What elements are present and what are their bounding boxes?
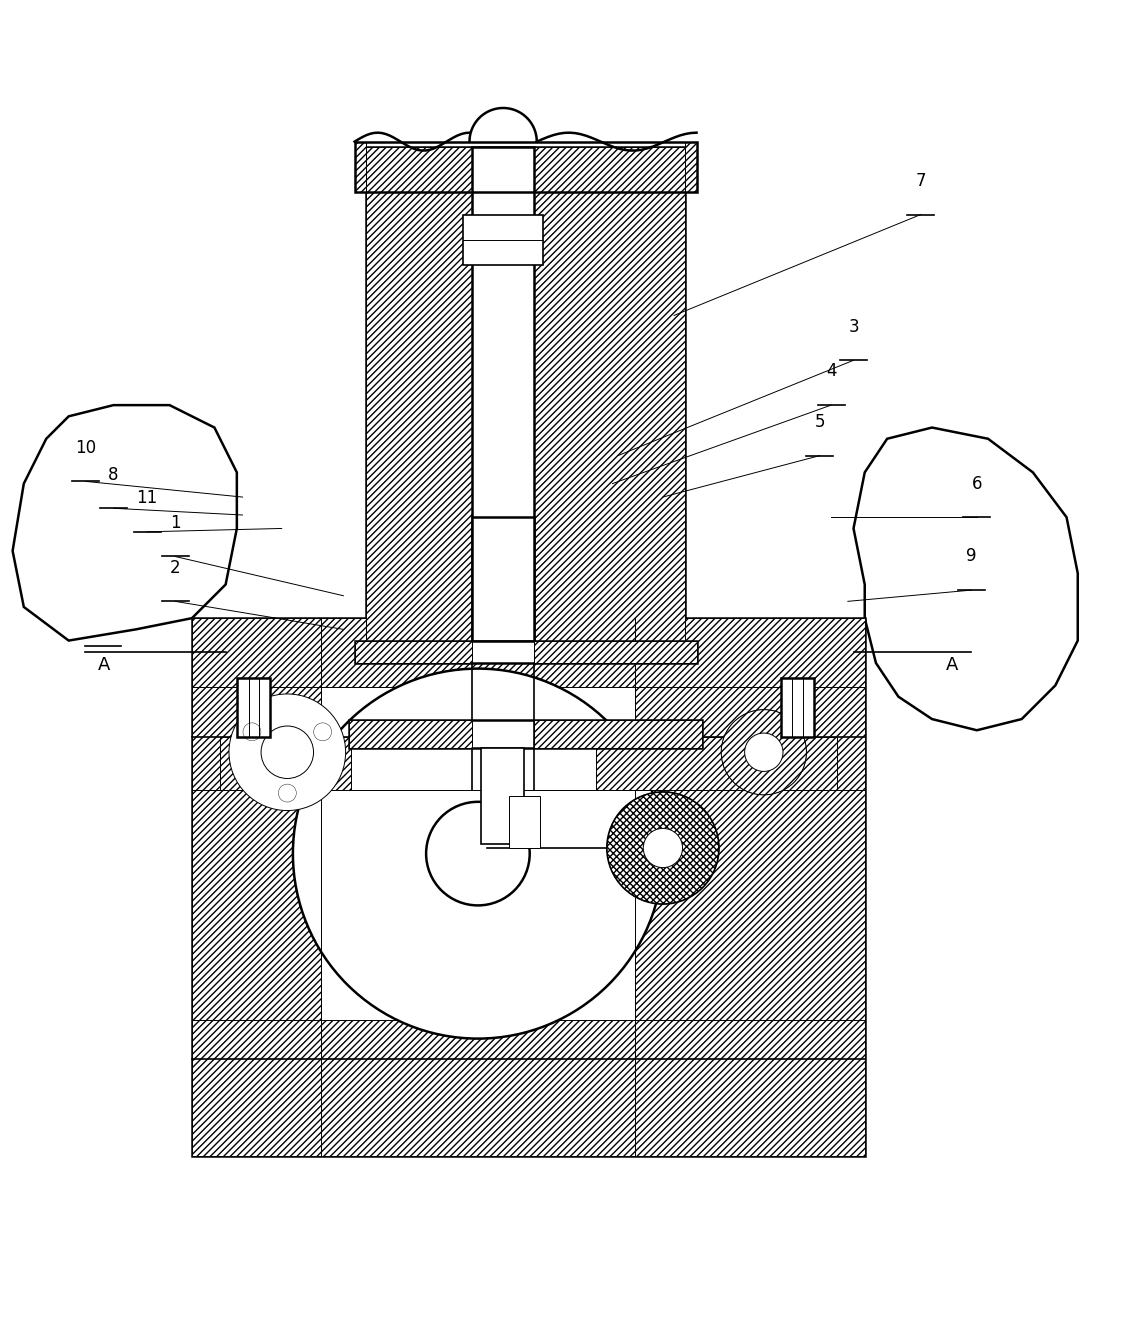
Text: 9: 9 (966, 548, 977, 565)
Polygon shape (348, 720, 472, 748)
Circle shape (744, 733, 783, 772)
Polygon shape (686, 142, 697, 192)
Circle shape (643, 829, 682, 867)
Circle shape (426, 802, 529, 906)
Polygon shape (365, 147, 472, 640)
Polygon shape (192, 618, 320, 1156)
Circle shape (455, 831, 500, 875)
Bar (509, 796, 540, 849)
Polygon shape (354, 640, 697, 663)
Polygon shape (534, 147, 686, 640)
Polygon shape (365, 147, 686, 640)
Text: 4: 4 (826, 362, 836, 381)
Circle shape (261, 727, 314, 778)
Bar (781, 678, 814, 736)
Text: 8: 8 (108, 465, 119, 484)
Polygon shape (635, 618, 864, 1156)
Bar (354, 142, 697, 192)
Circle shape (722, 709, 806, 794)
Text: 2: 2 (170, 558, 181, 577)
Bar (192, 618, 864, 1156)
Polygon shape (354, 640, 472, 663)
Bar (481, 748, 524, 845)
Text: 1: 1 (170, 513, 181, 532)
Bar (348, 720, 702, 748)
Circle shape (607, 792, 719, 904)
Text: 5: 5 (815, 412, 825, 431)
Polygon shape (534, 640, 697, 663)
Bar (472, 517, 534, 640)
Bar (237, 678, 271, 736)
Bar (463, 215, 543, 265)
Polygon shape (220, 736, 352, 790)
Polygon shape (192, 618, 864, 687)
Polygon shape (596, 736, 836, 790)
Circle shape (229, 693, 345, 810)
Circle shape (293, 668, 663, 1038)
Polygon shape (853, 427, 1078, 731)
Text: 3: 3 (849, 318, 859, 335)
Polygon shape (12, 406, 237, 640)
Polygon shape (534, 720, 702, 748)
Text: 11: 11 (136, 489, 157, 507)
Bar (472, 147, 534, 640)
Text: A: A (99, 656, 111, 675)
Polygon shape (354, 142, 365, 192)
Text: 10: 10 (75, 439, 96, 456)
Text: 6: 6 (971, 475, 982, 492)
Text: A: A (946, 656, 959, 675)
Polygon shape (192, 1020, 864, 1156)
Text: 7: 7 (916, 172, 926, 190)
